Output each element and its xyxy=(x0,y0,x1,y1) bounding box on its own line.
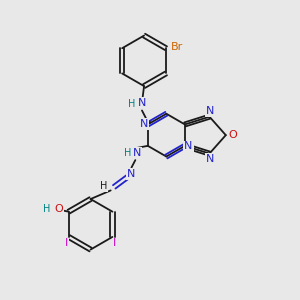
Text: N: N xyxy=(184,141,193,152)
Text: I: I xyxy=(113,238,116,248)
Text: N: N xyxy=(140,119,148,129)
Text: H: H xyxy=(43,204,50,214)
Text: Br: Br xyxy=(171,42,183,52)
Text: H: H xyxy=(100,181,107,191)
Text: I: I xyxy=(65,238,68,248)
Text: N: N xyxy=(127,169,136,179)
Text: H: H xyxy=(128,99,135,109)
Text: N: N xyxy=(206,106,214,116)
Text: N: N xyxy=(138,98,146,108)
Text: N: N xyxy=(133,148,142,158)
Text: H: H xyxy=(124,148,131,158)
Text: O: O xyxy=(54,204,63,214)
Text: O: O xyxy=(228,130,237,140)
Text: N: N xyxy=(206,154,214,164)
